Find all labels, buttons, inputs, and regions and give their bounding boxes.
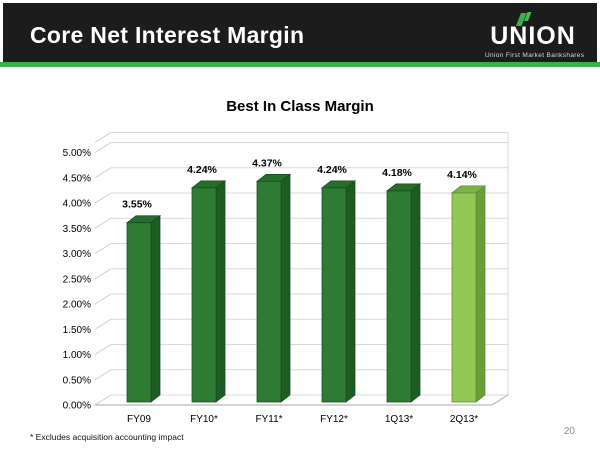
x-category-label: 1Q13*: [385, 414, 413, 425]
margin-bar-chart: 0.00% 0.50% 1.00% 1.50% 2.00% 2.50% 3.00% 3.50%…: [63, 132, 509, 425]
union-logo: UNION Union First Market Bankshares: [485, 11, 585, 59]
logo-leaf-icon: [524, 12, 532, 21]
header: Core Net Interest Margin UNION Union Fir…: [3, 3, 597, 62]
chart-title: Best In Class Margin: [226, 98, 374, 115]
y-tick-line: [94, 243, 112, 254]
y-grid: [94, 132, 509, 406]
y-tick-line: [94, 344, 112, 355]
bar-side-face: [475, 185, 486, 403]
y-tick-label: 4.50%: [63, 173, 91, 184]
logo-leaf-icon: [516, 13, 527, 26]
bar-data-label: 4.18%: [382, 167, 412, 179]
bar-front-face: [126, 222, 152, 403]
y-tick-label: 0.00%: [63, 401, 91, 412]
y-tick-line: [94, 217, 112, 229]
y-tick-line: [94, 192, 112, 204]
bar-FY10*: 4.24% FY10*: [187, 164, 227, 425]
x-category-label: FY11*: [255, 414, 282, 425]
bar-side-face: [345, 180, 356, 403]
y-tick-label: 1.50%: [63, 325, 91, 336]
bar-2Q13*: 4.14% 2Q13*: [447, 169, 487, 425]
y-tick-label: 4.00%: [63, 199, 91, 210]
page-number: 20: [563, 426, 575, 437]
bar-side-face: [215, 180, 226, 403]
y-tick-label: 5.00%: [63, 148, 91, 159]
bar-front-face: [191, 187, 217, 403]
bar-data-label: 4.24%: [187, 164, 217, 176]
y-tick-line: [94, 369, 112, 381]
accent-bar: [0, 62, 600, 67]
wall-top-tick: [94, 132, 112, 143]
y-tick-label: 2.50%: [63, 274, 91, 285]
bar-front-face: [256, 180, 282, 403]
bar-FY09: 3.55% FY09: [122, 199, 162, 425]
x-category-label: FY12*: [320, 414, 348, 425]
slide-title: Core Net Interest Margin: [30, 22, 305, 48]
bar-front-face: [321, 187, 347, 403]
floor-right-edge: [491, 394, 509, 406]
y-tick-line: [94, 293, 112, 305]
x-category-label: FY09: [127, 414, 151, 425]
x-category-label: 2Q13*: [450, 414, 478, 425]
y-tick-line: [94, 268, 112, 280]
bar-side-face: [280, 173, 291, 403]
y-tick-label: 3.00%: [63, 249, 91, 260]
bar-FY12*: 4.24% FY12*: [317, 164, 357, 425]
bar-front-face: [451, 192, 477, 403]
y-tick-label: 0.50%: [63, 375, 91, 386]
bar-side-face: [150, 214, 161, 403]
logo-wordmark-text: UNION: [490, 22, 576, 47]
bar-data-label: 4.24%: [317, 164, 347, 176]
y-tick-line: [94, 318, 112, 330]
bar-FY11*: 4.37% FY11*: [252, 157, 292, 425]
bar-1Q13*: 4.18% 1Q13*: [382, 167, 422, 425]
union-wordmark-graphic: UNION: [490, 12, 576, 50]
y-tick-label: 1.00%: [63, 350, 91, 361]
y-tick-label: 3.50%: [63, 224, 91, 235]
y-tick-line: [94, 142, 112, 153]
bar-data-label: 4.37%: [252, 157, 282, 169]
y-tick-line: [94, 167, 112, 179]
x-category-label: FY10*: [190, 414, 218, 425]
bar-data-label: 4.14%: [447, 169, 477, 181]
bar-side-face: [410, 183, 421, 403]
bar-front-face: [386, 190, 412, 403]
footnote: * Excludes acquisition accounting impact: [30, 432, 184, 442]
logo-tagline: Union First Market Bankshares: [485, 52, 585, 59]
y-tick-label: 2.00%: [63, 300, 91, 311]
y-tick-line: [94, 394, 112, 406]
y-axis-labels: 0.00% 0.50% 1.00% 1.50% 2.00% 2.50% 3.00% 3.50%…: [63, 148, 91, 412]
bar-data-label: 3.55%: [122, 199, 152, 211]
